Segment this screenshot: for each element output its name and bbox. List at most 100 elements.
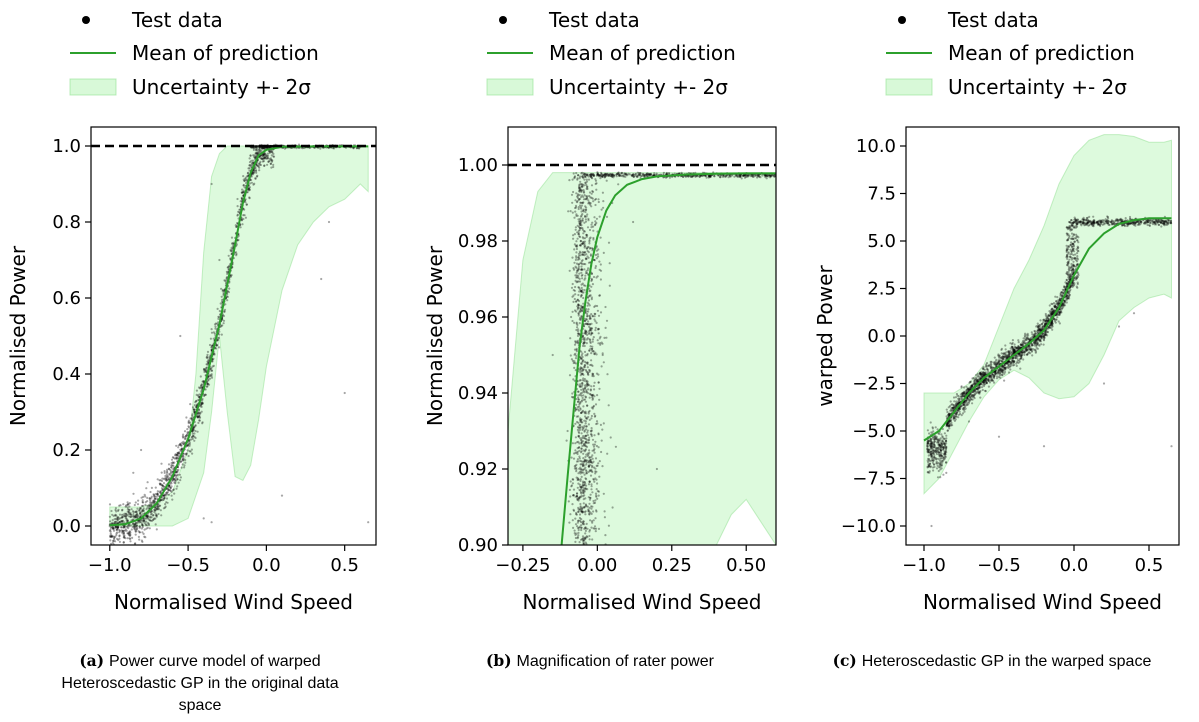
- test-data-point: [265, 154, 268, 157]
- test-data-point: [199, 403, 203, 406]
- test-data-point: [587, 423, 591, 426]
- test-data-point: [1044, 331, 1047, 334]
- test-data-point: [170, 464, 173, 467]
- test-data-point: [655, 173, 659, 176]
- test-data-point: [662, 171, 666, 174]
- test-data-point: [244, 176, 247, 179]
- test-data-point: [585, 270, 588, 273]
- test-data-point: [128, 505, 131, 508]
- test-data-point: [256, 151, 259, 154]
- test-data-point: [153, 500, 156, 503]
- test-data-point: [587, 392, 590, 395]
- test-data-point: [1018, 352, 1022, 355]
- test-data-point: [578, 277, 581, 280]
- test-data-point: [155, 514, 158, 517]
- test-data-point: [259, 149, 262, 152]
- test-data-point: [633, 174, 636, 177]
- test-data-point: [584, 504, 588, 507]
- test-data-point: [134, 515, 137, 518]
- test-data-point: [597, 173, 600, 177]
- test-data-point: [583, 437, 586, 440]
- test-data-point: [595, 488, 598, 491]
- uncertainty-band: [109, 145, 369, 527]
- test-data-point: [197, 412, 200, 415]
- test-data-point: [579, 437, 582, 440]
- test-data-point: [618, 173, 621, 177]
- test-data-point: [112, 539, 115, 543]
- test-data-point: [1030, 344, 1033, 347]
- test-data-point: [242, 184, 245, 187]
- test-data-point: [258, 162, 261, 165]
- test-data-point: [1059, 291, 1063, 294]
- test-data-point: [193, 426, 196, 429]
- test-data-point: [244, 177, 247, 180]
- test-data-point: [584, 415, 587, 418]
- test-data-point: [585, 342, 588, 345]
- test-data-point: [587, 178, 591, 181]
- test-data-point: [199, 375, 202, 378]
- test-data-point: [585, 187, 588, 190]
- test-data-point: [588, 242, 591, 245]
- test-data-point: [118, 521, 121, 524]
- test-data-point: [146, 500, 149, 503]
- test-data-point: [1044, 312, 1047, 316]
- test-data-point: [1042, 343, 1045, 346]
- test-data-point: [169, 470, 173, 473]
- test-data-point: [643, 173, 647, 176]
- test-data-point: [947, 412, 951, 416]
- test-data-point: [981, 380, 984, 384]
- test-data-point: [611, 175, 614, 178]
- test-data-point: [588, 384, 591, 387]
- y-tick-label: 0.0: [52, 516, 81, 537]
- test-data-point: [587, 299, 591, 302]
- test-data-point: [168, 468, 171, 471]
- test-data-point: [263, 154, 266, 157]
- test-data-point: [248, 167, 251, 170]
- test-data-point: [269, 162, 272, 165]
- test-data-point: [1043, 322, 1047, 325]
- test-data-point: [575, 192, 578, 195]
- test-data-point: [146, 521, 150, 525]
- test-data-point: [140, 521, 143, 524]
- test-data-point: [192, 434, 195, 438]
- test-data-point: [594, 312, 597, 316]
- test-data-point: [579, 188, 582, 191]
- test-data-point: [112, 539, 115, 543]
- test-data-point: [272, 165, 275, 169]
- y-tick-label: 0.94: [458, 383, 498, 404]
- test-data-point: [1059, 292, 1062, 296]
- test-data-point: [185, 452, 188, 455]
- test-data-point: [579, 401, 582, 404]
- test-data-point: [655, 467, 659, 471]
- test-data-point: [586, 174, 589, 177]
- test-data-point: [112, 526, 115, 530]
- test-data-point: [1005, 354, 1009, 357]
- test-data-point: [982, 381, 985, 384]
- test-data-point: [263, 147, 266, 150]
- test-data-point: [584, 532, 587, 535]
- test-data-point: [131, 515, 134, 518]
- test-data-point: [623, 172, 626, 175]
- test-data-point: [600, 173, 603, 176]
- test-data-point: [127, 503, 130, 506]
- test-data-point: [588, 330, 591, 333]
- test-data-point: [1029, 338, 1032, 341]
- test-data-point: [576, 400, 580, 403]
- test-data-point: [1030, 348, 1033, 351]
- test-data-point: [147, 522, 150, 526]
- test-data-point: [580, 350, 583, 353]
- test-data-point: [224, 279, 227, 282]
- subplot-c: −1.0 −0.5 0.0 0.5−10.0−7.5−5.0−2.50.02.55.0…: [813, 126, 1180, 614]
- test-data-point: [587, 267, 590, 270]
- test-data-point: [577, 390, 580, 393]
- test-data-point: [179, 479, 182, 482]
- test-data-point: [136, 516, 139, 519]
- test-data-point: [983, 383, 986, 386]
- test-data-point: [621, 172, 624, 175]
- test-data-point: [122, 532, 125, 535]
- test-data-point: [756, 174, 759, 177]
- test-data-point: [571, 282, 574, 286]
- test-data-point: [998, 374, 1001, 377]
- test-data-point: [121, 515, 124, 519]
- test-data-point: [131, 536, 134, 540]
